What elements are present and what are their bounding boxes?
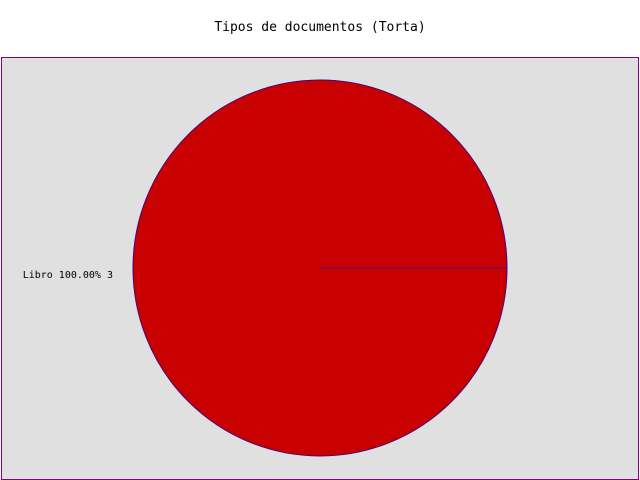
chart-title: Tipos de documentos (Torta) [214, 20, 426, 35]
slice-label-libro: Libro 100.00% 3 [23, 270, 113, 281]
